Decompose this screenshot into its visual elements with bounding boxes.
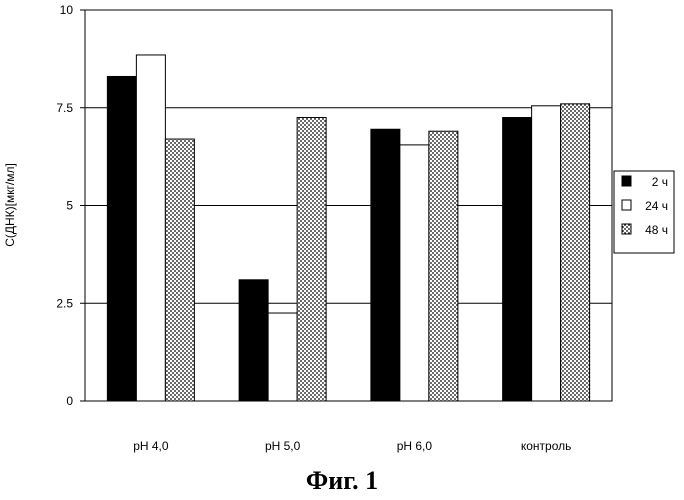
- y-tick-label: 2.5: [56, 296, 73, 310]
- y-tick-label: 0: [66, 394, 73, 408]
- bar-48h: [165, 139, 194, 401]
- bar-24h: [268, 313, 297, 401]
- bar-48h: [561, 104, 590, 401]
- bar-2h: [239, 280, 268, 401]
- legend-label: 24 ч: [645, 199, 668, 213]
- y-axis-ticks: 0 2.5 5 7.5 10: [56, 3, 85, 408]
- x-category-label: pH 6,0: [397, 439, 433, 453]
- bar-48h: [429, 131, 458, 401]
- bar-2h: [107, 76, 136, 401]
- bar-48h: [297, 118, 326, 401]
- x-axis-categories: pH 4,0 pH 5,0 pH 6,0 контроль: [133, 439, 571, 453]
- bar-chart: 0 2.5 5 7.5 10 pH 4,0 pH 5,0 pH 6,0 контроль C(…: [0, 0, 684, 466]
- figure-caption: Фиг. 1: [0, 466, 684, 496]
- y-axis-label: C(ДНК)[мкг/мл]: [3, 163, 17, 247]
- bar-2h: [371, 129, 400, 401]
- legend-swatch: [622, 176, 631, 186]
- legend: 2 ч 24 ч 48 ч: [614, 171, 674, 253]
- bar-24h: [532, 106, 561, 401]
- bar-2h: [503, 118, 532, 401]
- y-tick-label: 7.5: [56, 101, 73, 115]
- legend-label: 48 ч: [645, 223, 668, 237]
- x-category-label: pH 4,0: [133, 439, 169, 453]
- legend-swatch: [622, 200, 631, 210]
- legend-label: 2 ч: [652, 175, 668, 189]
- y-tick-label: 5: [66, 199, 73, 213]
- bar-24h: [400, 145, 429, 401]
- legend-swatch: [622, 224, 631, 234]
- x-category-label: контроль: [521, 439, 572, 453]
- bar-24h: [136, 55, 165, 401]
- y-tick-label: 10: [60, 3, 74, 17]
- x-category-label: pH 5,0: [265, 439, 301, 453]
